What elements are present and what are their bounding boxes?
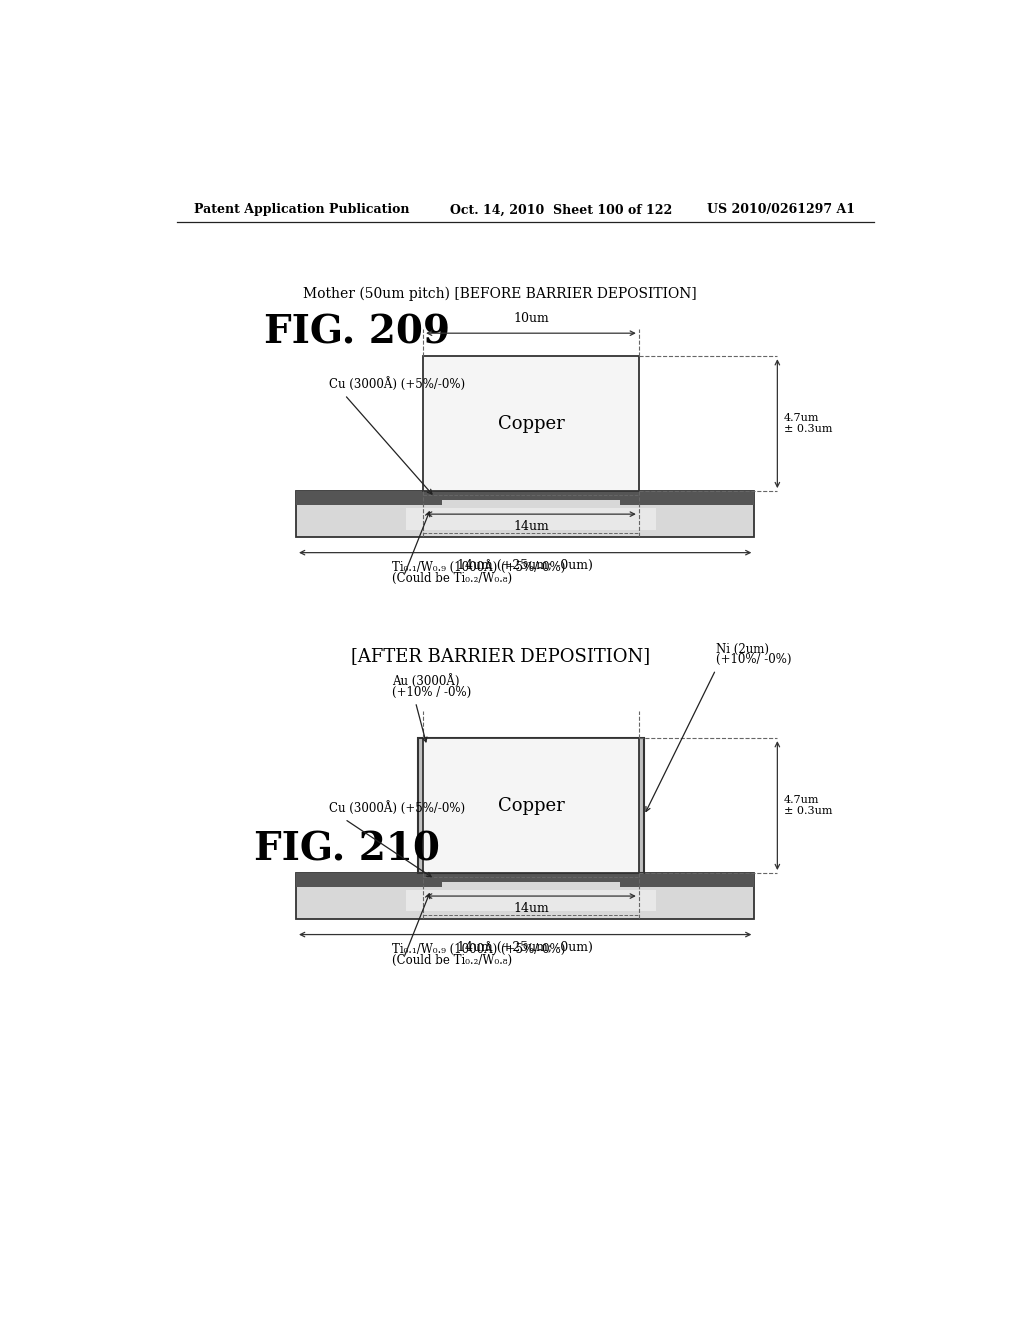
Bar [296, 873, 755, 919]
Bar [423, 356, 639, 491]
Text: Au (3000Å): Au (3000Å) [392, 675, 460, 688]
Text: Oct. 14, 2010  Sheet 100 of 122: Oct. 14, 2010 Sheet 100 of 122 [451, 203, 673, 216]
Bar [620, 873, 755, 887]
Text: (+10% / -0%): (+10% / -0%) [392, 686, 472, 700]
Bar [407, 508, 655, 529]
Bar [296, 491, 442, 506]
Bar [296, 491, 755, 537]
Bar [418, 738, 644, 873]
Bar [620, 491, 755, 506]
Text: (+10%/ -0%): (+10%/ -0%) [716, 653, 792, 665]
Text: Cu (3000Å) (+5%/-0%): Cu (3000Å) (+5%/-0%) [330, 378, 465, 391]
Text: 4.7um
± 0.3um: 4.7um ± 0.3um [783, 413, 833, 434]
Bar [296, 873, 442, 887]
Text: FIG. 210: FIG. 210 [254, 830, 439, 869]
Text: Mother (50um pitch) [BEFORE BARRIER DEPOSITION]: Mother (50um pitch) [BEFORE BARRIER DEPO… [303, 286, 697, 301]
Text: (Could be Ti₀.₂/W₀.₈): (Could be Ti₀.₂/W₀.₈) [392, 954, 512, 966]
Text: 14um (+25um; -0um): 14um (+25um; -0um) [458, 941, 593, 954]
Text: Patent Application Publication: Patent Application Publication [194, 203, 410, 216]
Bar [403, 873, 658, 882]
Bar [423, 738, 639, 873]
Text: Ni (2um): Ni (2um) [716, 643, 769, 656]
Bar [403, 491, 658, 500]
Text: FIG. 209: FIG. 209 [264, 314, 450, 352]
Text: Cu (3000Å) (+5%/-0%): Cu (3000Å) (+5%/-0%) [330, 801, 465, 816]
Text: 10um: 10um [513, 313, 549, 326]
Text: Copper: Copper [498, 414, 564, 433]
Text: Copper: Copper [498, 796, 564, 814]
Text: US 2010/0261297 A1: US 2010/0261297 A1 [707, 203, 854, 216]
Text: Ti₀.₁/W₀.₉ (1000Å) (+5%/-0%): Ti₀.₁/W₀.₉ (1000Å) (+5%/-0%) [392, 942, 565, 956]
Text: Ti₀.₁/W₀.₉ (1000Å) (+5%/-0%): Ti₀.₁/W₀.₉ (1000Å) (+5%/-0%) [392, 560, 565, 574]
Text: (Could be Ti₀.₂/W₀.₈): (Could be Ti₀.₂/W₀.₈) [392, 572, 512, 585]
Text: 14um: 14um [513, 903, 549, 915]
Text: 4.7um
± 0.3um: 4.7um ± 0.3um [783, 795, 833, 816]
Bar [407, 890, 655, 911]
Text: 14um: 14um [513, 520, 549, 533]
Text: 14um (+25um; -0um): 14um (+25um; -0um) [458, 558, 593, 572]
Text: [AFTER BARRIER DEPOSITION]: [AFTER BARRIER DEPOSITION] [350, 647, 649, 665]
